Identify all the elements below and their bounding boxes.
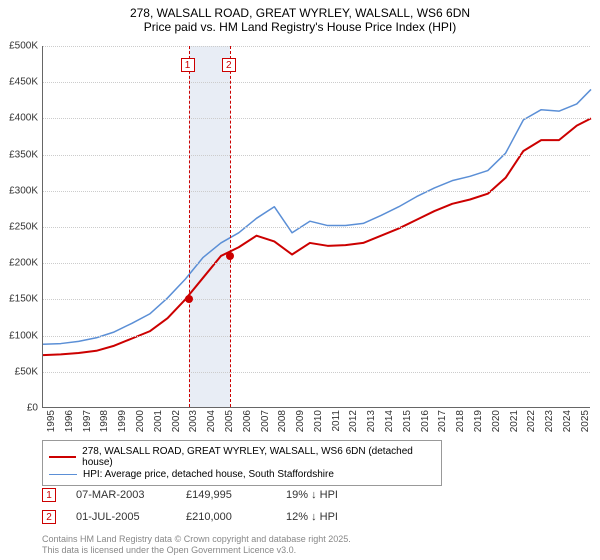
x-axis-label: 2004 xyxy=(206,410,217,432)
x-axis-label: 2015 xyxy=(402,410,413,432)
y-axis-label: £0 xyxy=(27,403,38,414)
gridline xyxy=(43,191,590,192)
x-axis-label: 2000 xyxy=(135,410,146,432)
x-axis-label: 2001 xyxy=(153,410,164,432)
sale-price: £210,000 xyxy=(186,511,266,523)
marker-label-box: 2 xyxy=(222,58,236,72)
gridline xyxy=(43,118,590,119)
y-axis-label: £150K xyxy=(9,294,38,305)
marker-label-box: 1 xyxy=(181,58,195,72)
gridline xyxy=(43,82,590,83)
x-axis-label: 2009 xyxy=(295,410,306,432)
chart-plot-area xyxy=(42,46,590,408)
marker-dot xyxy=(185,295,193,303)
gridline xyxy=(43,155,590,156)
x-axis-label: 2024 xyxy=(562,410,573,432)
gridline xyxy=(43,372,590,373)
y-axis-label: £250K xyxy=(9,222,38,233)
y-axis-label: £450K xyxy=(9,77,38,88)
chart-title: 278, WALSALL ROAD, GREAT WYRLEY, WALSALL… xyxy=(0,0,600,38)
y-axis-label: £300K xyxy=(9,185,38,196)
gridline xyxy=(43,227,590,228)
x-axis-label: 2011 xyxy=(331,410,342,432)
sale-date: 07-MAR-2003 xyxy=(76,489,166,501)
x-axis-label: 1995 xyxy=(46,410,57,432)
title-line-2: Price paid vs. HM Land Registry's House … xyxy=(0,20,600,34)
x-axis-label: 2016 xyxy=(420,410,431,432)
marker-dot xyxy=(226,252,234,260)
x-axis-label: 1997 xyxy=(82,410,93,432)
y-axis-label: £350K xyxy=(9,149,38,160)
x-axis-label: 2014 xyxy=(384,410,395,432)
y-axis-label: £200K xyxy=(9,258,38,269)
x-axis-label: 2007 xyxy=(260,410,271,432)
sale-date: 01-JUL-2005 xyxy=(76,511,166,523)
sale-delta: 12% ↓ HPI xyxy=(286,511,338,523)
legend-item: HPI: Average price, detached house, Sout… xyxy=(49,469,435,480)
y-axis-label: £500K xyxy=(9,41,38,52)
x-axis-label: 2020 xyxy=(491,410,502,432)
x-axis-label: 2006 xyxy=(242,410,253,432)
x-axis-label: 2022 xyxy=(526,410,537,432)
x-axis-label: 2012 xyxy=(348,410,359,432)
marker-vline xyxy=(189,46,190,407)
x-axis-label: 1999 xyxy=(117,410,128,432)
legend-label: HPI: Average price, detached house, Sout… xyxy=(83,469,334,480)
sale-delta: 19% ↓ HPI xyxy=(286,489,338,501)
series-line-hpi xyxy=(43,89,591,344)
x-axis-label: 2003 xyxy=(188,410,199,432)
x-axis-label: 2019 xyxy=(473,410,484,432)
marker-vline xyxy=(230,46,231,407)
x-axis-label: 2021 xyxy=(509,410,520,432)
x-axis-label: 2005 xyxy=(224,410,235,432)
x-axis-label: 2017 xyxy=(437,410,448,432)
copyright-line-1: Contains HM Land Registry data © Crown c… xyxy=(42,534,351,545)
x-axis-label: 1998 xyxy=(99,410,110,432)
x-axis-label: 2013 xyxy=(366,410,377,432)
y-axis-label: £400K xyxy=(9,113,38,124)
x-axis-label: 2018 xyxy=(455,410,466,432)
gridline xyxy=(43,263,590,264)
sale-price: £149,995 xyxy=(186,489,266,501)
y-axis-label: £100K xyxy=(9,330,38,341)
title-line-1: 278, WALSALL ROAD, GREAT WYRLEY, WALSALL… xyxy=(0,6,600,20)
x-axis-label: 2008 xyxy=(277,410,288,432)
copyright-notice: Contains HM Land Registry data © Crown c… xyxy=(42,534,351,557)
x-axis-label: 2025 xyxy=(580,410,591,432)
legend-swatch xyxy=(49,474,77,475)
sale-row: 1 07-MAR-2003 £149,995 19% ↓ HPI xyxy=(42,488,338,502)
x-axis-label: 2023 xyxy=(544,410,555,432)
sale-marker-box: 2 xyxy=(42,510,56,524)
copyright-line-2: This data is licensed under the Open Gov… xyxy=(42,545,351,556)
gridline xyxy=(43,299,590,300)
legend-item: 278, WALSALL ROAD, GREAT WYRLEY, WALSALL… xyxy=(49,446,435,468)
gridline xyxy=(43,336,590,337)
x-axis-label: 2002 xyxy=(171,410,182,432)
x-axis-label: 2010 xyxy=(313,410,324,432)
y-axis-label: £50K xyxy=(15,366,38,377)
legend-label: 278, WALSALL ROAD, GREAT WYRLEY, WALSALL… xyxy=(82,446,435,468)
gridline xyxy=(43,46,590,47)
x-axis-label: 1996 xyxy=(64,410,75,432)
sale-row: 2 01-JUL-2005 £210,000 12% ↓ HPI xyxy=(42,510,338,524)
sale-marker-box: 1 xyxy=(42,488,56,502)
legend: 278, WALSALL ROAD, GREAT WYRLEY, WALSALL… xyxy=(42,440,442,486)
legend-swatch xyxy=(49,456,76,458)
